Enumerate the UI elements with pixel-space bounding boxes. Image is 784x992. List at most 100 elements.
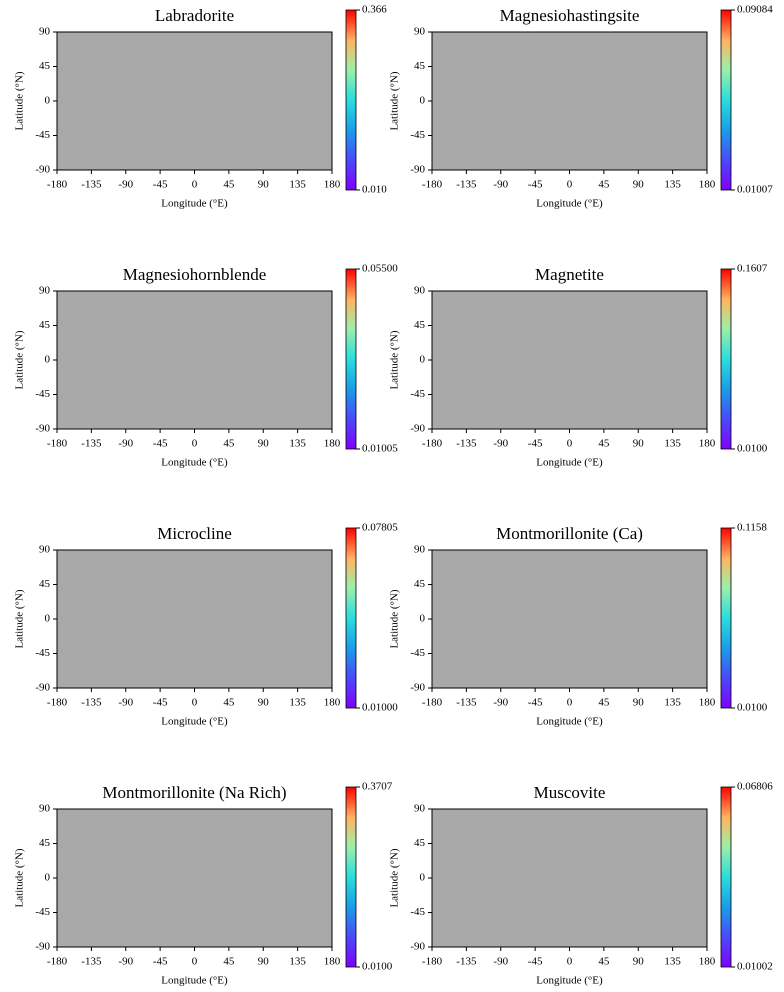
y-tick-label: -45 [35, 647, 50, 659]
y-tick-label: -45 [410, 906, 425, 918]
x-tick-label: 0 [567, 697, 573, 709]
colorbar-tick-label: 0.07805 [362, 522, 398, 534]
y-tick-label: 0 [420, 95, 426, 107]
x-tick-label: -45 [528, 956, 543, 968]
y-tick-label: -45 [410, 388, 425, 400]
y-tick-label: 0 [45, 613, 51, 625]
x-tick-label: -45 [153, 697, 168, 709]
y-tick-label: 0 [420, 354, 426, 366]
y-tick-label: 45 [39, 837, 51, 849]
y-tick-label: 90 [39, 26, 51, 38]
x-tick-label: -180 [47, 956, 68, 968]
colorbar-tick-label: 0.09084 [737, 4, 773, 16]
y-axis-label: Latitude (°N) [389, 71, 401, 130]
colorbar-tick-label: 0.01002 [737, 961, 773, 973]
panel-title: Labradorite [155, 6, 234, 25]
y-tick-label: -90 [410, 682, 425, 694]
colorbar [345, 527, 357, 709]
x-tick-label: -90 [493, 179, 508, 191]
colorbar [720, 9, 732, 191]
y-tick-label: 0 [45, 95, 51, 107]
x-tick-label: -45 [153, 956, 168, 968]
map-background [432, 809, 707, 947]
y-tick-label: 0 [45, 354, 51, 366]
colorbar-tick-label: 0.366 [362, 4, 387, 16]
y-tick-label: 45 [39, 578, 51, 590]
x-tick-label: 0 [192, 697, 198, 709]
x-tick-label: -45 [528, 438, 543, 450]
y-tick-label: 90 [414, 285, 426, 297]
colorbar-tick-label: 0.010 [362, 184, 387, 196]
x-tick-label: -45 [528, 179, 543, 191]
y-tick-label: 45 [39, 60, 51, 72]
x-axis-label: Longitude (°E) [161, 457, 228, 469]
colorbar-tick-label: 0.3707 [362, 781, 393, 793]
map-background [57, 32, 332, 170]
x-tick-label: 180 [699, 697, 716, 709]
y-axis-label: Latitude (°N) [14, 71, 26, 130]
x-tick-label: 135 [664, 697, 681, 709]
colorbar [720, 786, 732, 968]
y-tick-label: 90 [414, 803, 426, 815]
colorbar [720, 527, 732, 709]
x-tick-label: -135 [81, 179, 102, 191]
x-tick-label: 90 [633, 179, 645, 191]
map-background [57, 809, 332, 947]
panel-title: Montmorillonite (Na Rich) [102, 783, 286, 802]
x-axis-label: Longitude (°E) [536, 975, 603, 987]
colorbar-tick-label: 0.0100 [362, 961, 393, 973]
y-tick-label: -90 [410, 164, 425, 176]
colorbar-tick-label: 0.0100 [737, 443, 768, 455]
y-tick-label: 90 [414, 544, 426, 556]
x-tick-label: 45 [223, 179, 235, 191]
y-tick-label: -45 [410, 647, 425, 659]
y-tick-label: -90 [35, 423, 50, 435]
x-tick-label: 90 [258, 179, 270, 191]
x-tick-label: 135 [289, 179, 306, 191]
colorbar [720, 268, 732, 450]
x-tick-label: -135 [81, 697, 102, 709]
x-tick-label: 0 [567, 956, 573, 968]
y-axis-label: Latitude (°N) [14, 589, 26, 648]
x-tick-label: 135 [289, 956, 306, 968]
colorbar-tick-label: 0.01007 [737, 184, 773, 196]
y-tick-label: 90 [39, 285, 51, 297]
x-tick-label: -135 [456, 179, 477, 191]
x-tick-label: -90 [493, 956, 508, 968]
x-tick-label: 0 [567, 438, 573, 450]
x-tick-label: -90 [118, 956, 133, 968]
y-tick-label: 45 [414, 319, 426, 331]
x-tick-label: -180 [422, 438, 443, 450]
x-tick-label: 135 [664, 956, 681, 968]
x-tick-label: -180 [47, 179, 68, 191]
x-tick-label: 45 [223, 438, 235, 450]
x-tick-label: -45 [528, 697, 543, 709]
y-tick-label: -90 [35, 682, 50, 694]
map-background [432, 32, 707, 170]
colorbar [345, 786, 357, 968]
x-tick-label: -135 [81, 956, 102, 968]
x-tick-label: -180 [422, 956, 443, 968]
x-tick-label: -180 [422, 179, 443, 191]
x-tick-label: 0 [192, 438, 198, 450]
colorbar-tick-label: 0.1158 [737, 522, 767, 534]
panel-title: Microcline [157, 524, 232, 543]
x-tick-label: 180 [699, 179, 716, 191]
x-tick-label: 45 [598, 179, 610, 191]
x-tick-label: -90 [493, 697, 508, 709]
x-tick-label: -90 [118, 179, 133, 191]
colorbar [345, 9, 357, 191]
x-tick-label: 45 [598, 438, 610, 450]
y-tick-label: 0 [420, 872, 426, 884]
x-tick-label: 45 [223, 697, 235, 709]
x-tick-label: -180 [47, 697, 68, 709]
y-tick-label: 90 [39, 803, 51, 815]
x-tick-label: 180 [324, 438, 341, 450]
x-tick-label: 90 [633, 438, 645, 450]
y-tick-label: 45 [39, 319, 51, 331]
x-tick-label: 0 [567, 179, 573, 191]
x-tick-label: -135 [456, 438, 477, 450]
y-tick-label: 45 [414, 60, 426, 72]
x-axis-label: Longitude (°E) [536, 457, 603, 469]
colorbar-tick-label: 0.0100 [737, 702, 768, 714]
